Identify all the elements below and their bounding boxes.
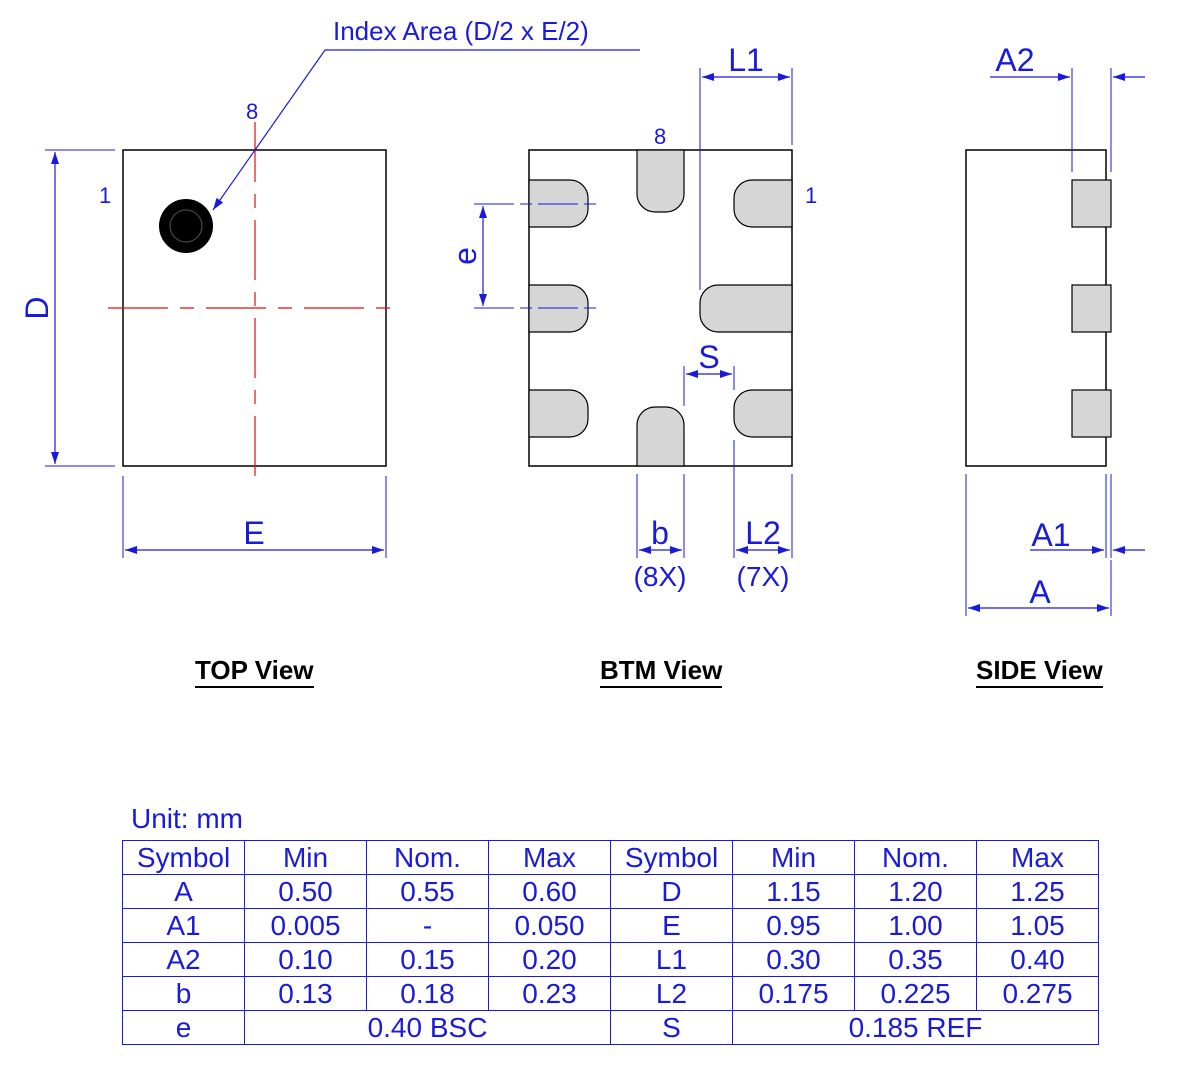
top-view-pin8-label: 8 [246,99,258,124]
dim-s-label: S [698,339,719,375]
table-header-row: Symbol Min Nom. Max Symbol Min Nom. Max [122,840,1099,875]
btm-view-pin1-label: 1 [805,183,817,208]
table-cell: 0.30 [732,942,855,977]
table-row: A2 0.10 0.15 0.20 L1 0.30 0.35 0.40 [122,942,1099,977]
table-cell: 1.20 [854,874,977,909]
top-view: Index Area (D/2 x E/2) 8 1 D E [19,16,640,558]
unit-label: Unit: mm [131,803,243,834]
table-cell: 1.00 [854,908,977,943]
table-cell: A [122,874,245,909]
table-cell: A1 [122,908,245,943]
header-cell: Symbol [122,840,245,875]
header-cell: Nom. [854,840,977,875]
table-cell: 0.23 [488,976,611,1011]
table-cell: 0.35 [854,942,977,977]
pad-right-bottom [733,389,793,438]
pad-top-center [636,149,685,213]
table-cell: 0.15 [366,942,489,977]
pin1-index-dot-texture [169,209,203,243]
index-area-leader [212,49,640,211]
table-cell: b [122,976,245,1011]
side-pad-bottom [1071,389,1112,438]
table-row: e 0.40 BSC S 0.185 REF [122,1010,1099,1045]
top-view-title: TOP View [195,655,314,688]
table-cell-merged: 0.40 BSC [244,1010,611,1045]
dim-l1-label: L1 [728,42,764,78]
table-cell: e [122,1010,245,1045]
dim-l2-label: L2 [745,515,781,551]
dim-d-label: D [19,296,55,319]
index-area-callout: Index Area (D/2 x E/2) [333,16,589,46]
dim-a1-label: A1 [1031,517,1070,553]
table-cell: S [610,1010,733,1045]
table-cell: 0.18 [366,976,489,1011]
table-cell: A2 [122,942,245,977]
dimension-table: Symbol Min Nom. Max Symbol Min Nom. Max … [122,840,1099,1045]
table-cell: 0.13 [244,976,367,1011]
btm-view-pin8-label: 8 [654,124,666,149]
side-view: A2 A1 A [965,42,1145,616]
side-pad-middle [1071,284,1112,333]
side-pad-top [1071,179,1112,228]
btm-view-title: BTM View [600,655,723,688]
pad-right-top [733,179,793,228]
pad-bottom-center [636,406,685,467]
dim-pitch-label: e [447,247,483,265]
table-cell-merged: 0.185 REF [732,1010,1099,1045]
dim-l2-count: (7X) [737,561,790,592]
dim-b-count: (8X) [634,561,687,592]
table-cell: 0.95 [732,908,855,943]
table-cell: 0.175 [732,976,855,1011]
dim-b-label: b [651,515,669,551]
table-cell: 1.25 [976,874,1099,909]
top-view-pin1-label: 1 [99,183,111,208]
table-cell: 0.40 [976,942,1099,977]
pin1-index-dot [159,199,213,253]
package-drawing: Index Area (D/2 x E/2) 8 1 D E 8 1 L1 [19,16,1145,616]
header-cell: Nom. [366,840,489,875]
pad-right-middle-long [699,284,793,333]
table-row: A1 0.005 - 0.050 E 0.95 1.00 1.05 [122,908,1099,943]
table-cell: 0.050 [488,908,611,943]
table-cell: 0.275 [976,976,1099,1011]
table-cell: E [610,908,733,943]
side-view-title: SIDE View [976,655,1103,688]
table-cell: 0.50 [244,874,367,909]
table-cell: 0.60 [488,874,611,909]
table-cell: - [366,908,489,943]
table-cell: 1.15 [732,874,855,909]
header-cell: Symbol [610,840,733,875]
bottom-view: 8 1 L1 e S b (8X) L2 (7X) [447,42,817,592]
table-cell: 0.55 [366,874,489,909]
table-cell: 0.225 [854,976,977,1011]
header-cell: Min [732,840,855,875]
table-cell: 0.005 [244,908,367,943]
header-cell: Min [244,840,367,875]
table-cell: 1.05 [976,908,1099,943]
header-cell: Max [976,840,1099,875]
table-cell: L1 [610,942,733,977]
table-row: b 0.13 0.18 0.23 L2 0.175 0.225 0.275 [122,976,1099,1011]
table-cell: L2 [610,976,733,1011]
dim-a-label: A [1029,574,1051,610]
table-row: A 0.50 0.55 0.60 D 1.15 1.20 1.25 [122,874,1099,909]
table-cell: 0.20 [488,942,611,977]
header-cell: Max [488,840,611,875]
table-cell: D [610,874,733,909]
dim-e-label: E [243,515,264,551]
pad-left-bottom [528,389,589,438]
dim-a2-label: A2 [995,42,1034,78]
table-cell: 0.10 [244,942,367,977]
